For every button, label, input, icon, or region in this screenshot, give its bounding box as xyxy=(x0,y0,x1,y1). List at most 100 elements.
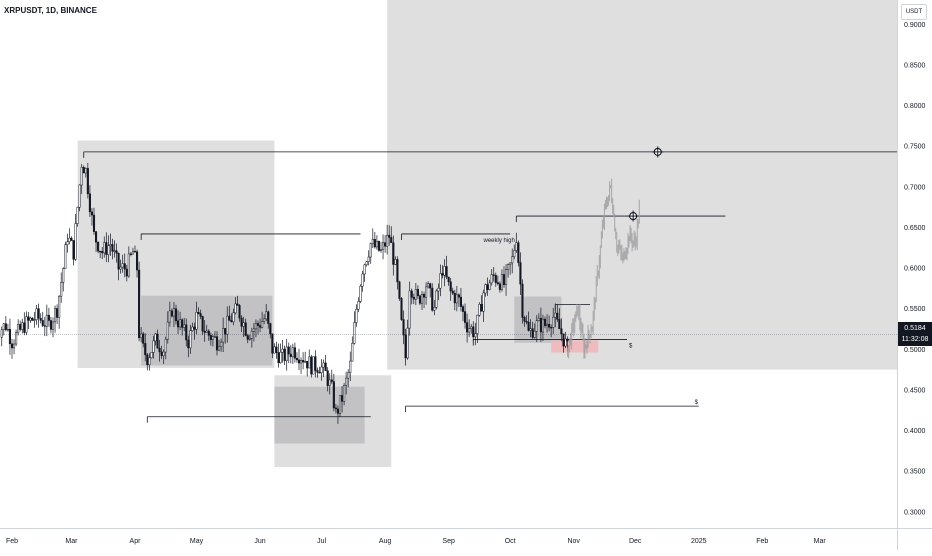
candle-body xyxy=(365,261,368,266)
candle-body xyxy=(351,342,354,362)
price-tick-label: 0.3500 xyxy=(904,469,926,476)
candle-body xyxy=(195,312,198,330)
candle-body xyxy=(398,281,401,299)
candle-body xyxy=(531,328,534,338)
candle-body xyxy=(259,325,262,328)
candle-body xyxy=(279,351,282,364)
candle-body xyxy=(449,281,452,292)
candle-body xyxy=(152,340,155,353)
candle-body xyxy=(56,308,59,318)
candle-body xyxy=(187,339,190,349)
currency-button[interactable]: USDT xyxy=(901,4,927,20)
candle-body xyxy=(343,385,346,402)
candle-body xyxy=(256,323,260,326)
symbol-title[interactable]: XRPUSDT, 1D, BINANCE xyxy=(4,6,97,15)
candle-body xyxy=(535,320,538,332)
candle-body xyxy=(443,266,446,276)
time-tick-label: 2025 xyxy=(691,538,707,545)
candle-body xyxy=(146,354,149,366)
candle-body xyxy=(6,329,9,331)
candle-body xyxy=(429,283,432,289)
candle-body xyxy=(246,335,249,340)
candle-body xyxy=(548,323,551,328)
candle-body xyxy=(107,245,110,255)
candle-body xyxy=(371,238,374,244)
candle-body xyxy=(13,343,16,349)
candle-body xyxy=(254,323,257,330)
candle-body xyxy=(511,256,514,264)
candle-body xyxy=(306,361,309,369)
candle-body xyxy=(293,347,296,359)
candle-body xyxy=(273,346,276,354)
candle-body xyxy=(72,240,75,260)
zones-layer xyxy=(77,0,897,468)
candle-body xyxy=(35,308,38,320)
candle-body xyxy=(185,324,188,341)
candle-body xyxy=(502,274,506,285)
candle-body xyxy=(461,306,465,312)
candle-body xyxy=(324,362,327,371)
price-tick-label: 0.8500 xyxy=(904,62,926,69)
candle-body xyxy=(211,336,214,340)
candle-body xyxy=(451,290,454,294)
candle-body xyxy=(142,333,145,344)
candle-body xyxy=(174,308,178,322)
candle-body xyxy=(283,348,286,361)
target-major-high-crosshair-target-icon xyxy=(652,146,664,158)
candle-body xyxy=(64,244,67,269)
candle-body xyxy=(4,323,7,330)
candle-body xyxy=(521,283,524,318)
candle-body xyxy=(435,290,438,308)
time-tick-label: Sep xyxy=(442,538,455,545)
candle-body xyxy=(267,311,270,324)
candle-body xyxy=(47,314,50,321)
candle-body xyxy=(361,273,364,287)
candle-body xyxy=(181,319,184,328)
candle-body xyxy=(103,242,106,254)
candle-body xyxy=(205,330,208,333)
candle-body xyxy=(390,237,393,243)
candle-body xyxy=(41,320,44,326)
candle-body xyxy=(345,377,348,386)
time-tick-label: Nov xyxy=(567,538,580,545)
candle-body xyxy=(414,289,417,300)
candle-body xyxy=(330,379,333,382)
candle-body xyxy=(281,348,284,353)
price-axis[interactable]: 0.3000 0.3500 0.4000 0.4500 0.5000 0.5500 0.60… xyxy=(897,0,932,528)
candle-body xyxy=(60,282,63,297)
candle-body xyxy=(382,242,385,250)
candle-body xyxy=(224,328,227,335)
candle-body xyxy=(546,323,549,326)
candle-body xyxy=(550,327,553,329)
candle-body xyxy=(297,359,301,364)
candle-body xyxy=(209,335,212,340)
candle-body xyxy=(420,294,424,304)
candle-body xyxy=(191,326,194,331)
candle-body xyxy=(189,330,192,349)
candle-body xyxy=(203,330,206,333)
candle-body xyxy=(322,362,325,368)
candle-body xyxy=(168,310,171,323)
candle-body xyxy=(304,361,307,363)
candle-body xyxy=(250,331,253,339)
candle-body xyxy=(166,321,169,340)
candle-body xyxy=(21,322,24,330)
time-tick-label: Dec xyxy=(629,538,642,545)
zone-july-low-inner xyxy=(274,386,365,444)
candle-body xyxy=(541,318,545,333)
candle-body xyxy=(230,320,233,323)
candle-body xyxy=(314,356,317,371)
candle-body xyxy=(316,370,319,373)
candle-body xyxy=(111,244,114,252)
candle-body xyxy=(140,333,143,339)
candle-body xyxy=(539,317,542,333)
candle-body xyxy=(437,287,440,292)
candle-body xyxy=(117,252,120,270)
candle-body xyxy=(74,223,77,260)
candle-body xyxy=(123,263,126,270)
candle-body xyxy=(560,328,563,335)
time-axis[interactable]: Feb Mar Apr May Jun Jul Aug Sep Oct Nov Dec 2025 Feb… xyxy=(0,528,897,551)
candle-body xyxy=(312,356,315,375)
candle-body xyxy=(308,356,311,369)
